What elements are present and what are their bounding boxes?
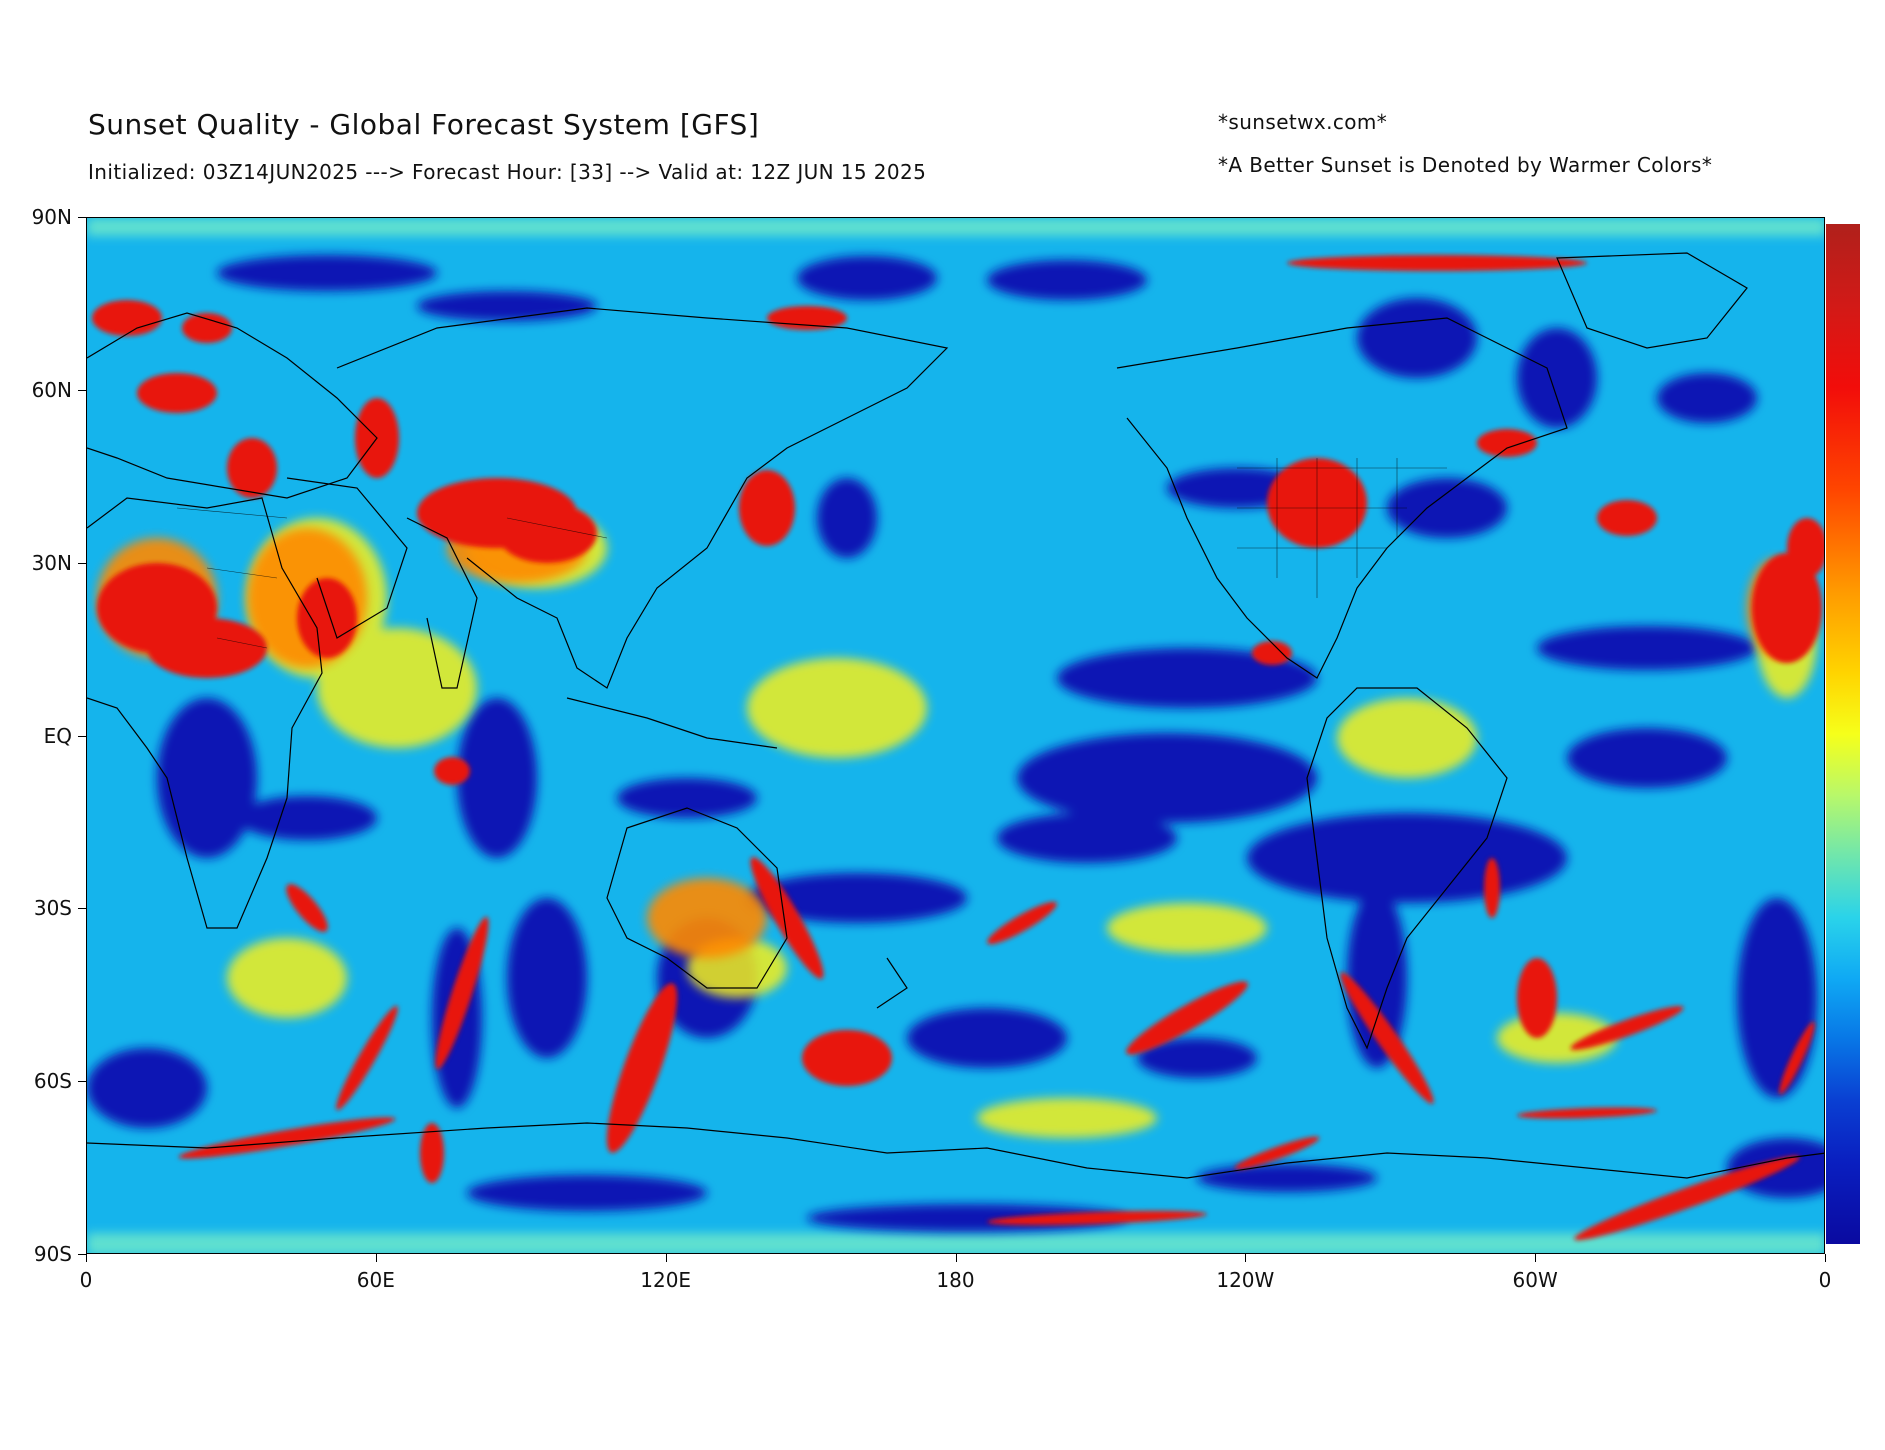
- map-frame[interactable]: [86, 217, 1825, 1254]
- lon-tick-mark: [86, 1254, 87, 1262]
- lat-tick-label: 90S: [33, 1242, 72, 1266]
- lon-tick-mark: [955, 1254, 957, 1262]
- lon-tick-label: 0: [79, 1268, 93, 1292]
- color-note: *A Better Sunset is Denoted by Warmer Co…: [1218, 153, 1713, 177]
- lat-tick-label: 30S: [33, 896, 72, 921]
- lat-tick-mark: [78, 389, 86, 391]
- lat-tick-label: EQ: [43, 723, 72, 748]
- lon-tick-label: 120W: [1216, 1268, 1275, 1292]
- red-streaks: [178, 857, 1815, 1241]
- lon-tick-label: 0: [1818, 1268, 1832, 1292]
- lat-tick-label: 60S: [33, 1069, 72, 1094]
- lat-tick-label: 30N: [31, 550, 72, 575]
- lon-tick-mark: [1535, 1254, 1537, 1262]
- lon-tick-label: 180: [936, 1268, 975, 1292]
- sunset-quality-field: [87, 218, 1824, 1253]
- lon-tick-mark: [665, 1254, 667, 1262]
- lat-tick-label: 60N: [31, 377, 72, 402]
- lon-tick-mark: [375, 1254, 377, 1262]
- lat-tick-mark: [78, 562, 86, 564]
- credit-text: *sunsetwx.com*: [1218, 110, 1388, 134]
- lon-tick-label: 60E: [356, 1268, 395, 1292]
- lat-tick-mark: [78, 217, 86, 218]
- lon-tick-label: 120E: [640, 1268, 692, 1292]
- political-borders: [176, 458, 1447, 649]
- lon-tick-mark: [1825, 1254, 1826, 1262]
- polar-bands: [87, 218, 1824, 1253]
- lon-tick-mark: [1245, 1254, 1247, 1262]
- lat-tick-mark: [78, 735, 86, 737]
- map-title: Sunset Quality - Global Forecast System …: [88, 108, 760, 141]
- lat-tick-mark: [78, 1081, 86, 1083]
- colorbar: [1826, 224, 1860, 1244]
- lat-tick-mark: [78, 908, 86, 910]
- map-subtitle: Initialized: 03Z14JUN2025 ---> Forecast …: [88, 160, 927, 184]
- lon-tick-label: 60W: [1512, 1268, 1558, 1292]
- lat-tick-mark: [78, 1254, 86, 1255]
- lat-tick-label: 90N: [31, 205, 72, 229]
